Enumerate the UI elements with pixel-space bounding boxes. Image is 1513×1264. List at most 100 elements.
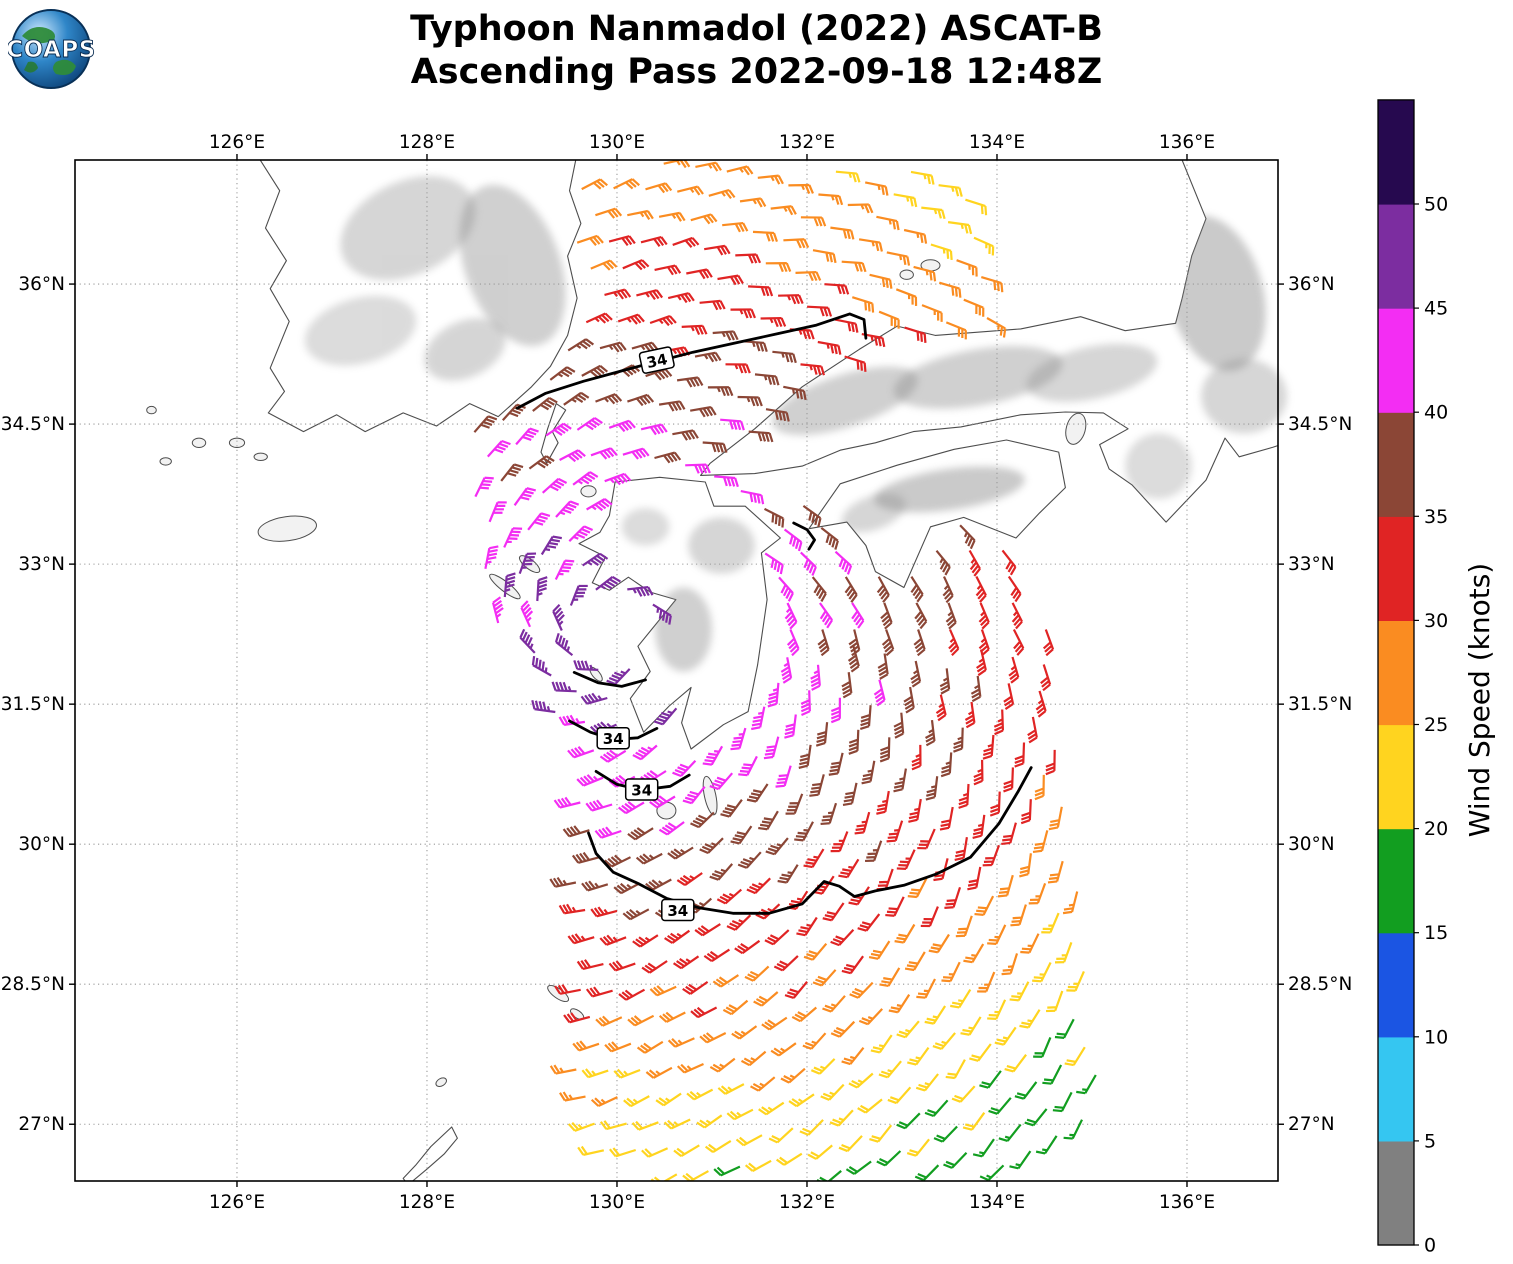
lon-axis-label-top: 128°E: [399, 132, 455, 153]
wind-barb: [549, 876, 577, 888]
colorbar-tick-label: 0: [1424, 1235, 1436, 1257]
wind-barb: [1062, 891, 1079, 915]
island: [191, 437, 207, 448]
wind-barb: [658, 211, 686, 222]
wind-barb: [913, 629, 926, 657]
wind-barb: [1009, 1150, 1032, 1170]
wind-barb: [554, 559, 575, 580]
wind-barb: [939, 668, 951, 695]
wind-barb: [951, 1085, 976, 1103]
wind-barb: [959, 524, 976, 550]
wind-barb: [704, 1139, 732, 1153]
wind-barb: [788, 183, 814, 194]
wind-barb: [518, 552, 537, 574]
wind-barb: [969, 1043, 992, 1062]
wind-barb: [873, 679, 886, 707]
wind-barb: [632, 934, 659, 948]
lon-axis-label-top: 130°E: [589, 132, 645, 153]
lat-axis-label-left: 27°N: [18, 1114, 65, 1135]
wind-barb: [820, 1083, 845, 1101]
wind-barb: [986, 317, 1007, 338]
colorbar-tick-label: 10: [1424, 1026, 1448, 1048]
lon-axis-label-bottom: 132°E: [779, 1192, 835, 1213]
wind-barb: [876, 790, 890, 815]
colorbar-tick-label: 15: [1424, 922, 1448, 944]
wind-barb: [877, 653, 889, 680]
wind-barb: [717, 274, 744, 286]
wind-barb: [655, 1092, 682, 1107]
wind-barb: [686, 268, 713, 280]
wind-barb: [784, 602, 798, 630]
wind-barb: [738, 755, 758, 777]
wind-barb: [876, 215, 900, 231]
wind-barb: [979, 1164, 1005, 1181]
wind-barb: [751, 706, 766, 731]
wind-barb: [1027, 716, 1038, 744]
wind-barb: [770, 205, 797, 216]
wind-barb: [848, 729, 860, 755]
colorbar-tick-label: 45: [1424, 298, 1448, 320]
wind-barb: [764, 507, 785, 528]
lat-axis-label-right: 30°N: [1288, 834, 1335, 855]
wind-barb: [563, 391, 590, 406]
wind-barb: [703, 948, 731, 963]
wind-barb: [1064, 1046, 1086, 1067]
wind-barb: [750, 1076, 776, 1092]
wind-barb: [785, 793, 804, 815]
wind-barb: [783, 528, 803, 552]
lon-axis-label-bottom: 128°E: [399, 1192, 455, 1213]
wind-barb: [730, 727, 747, 751]
lon-axis-label-bottom: 130°E: [589, 1192, 645, 1213]
wind-barb: [641, 960, 668, 974]
terrain-blob: [841, 493, 906, 533]
figure-title: Typhoon Nanmadol (2022) ASCAT-B Ascendin…: [0, 8, 1513, 93]
wind-barb: [1001, 953, 1019, 976]
terrain-blob: [621, 508, 670, 546]
wind-barb: [667, 292, 695, 304]
wind-barb: [906, 1138, 930, 1157]
wind-barb: [830, 226, 855, 240]
wind-barb: [623, 1095, 650, 1108]
wind-barb: [904, 326, 927, 343]
wind-barb: [978, 602, 990, 630]
wind-barb: [474, 476, 494, 498]
wind-barb: [997, 874, 1014, 898]
wind-barb: [486, 439, 511, 458]
coaps-logo: COAPS: [6, 6, 96, 94]
wind-barb: [994, 1026, 1017, 1046]
colorbar-segment: [1378, 1140, 1414, 1246]
terrain-blob: [893, 346, 1063, 409]
terrain-blob: [1201, 358, 1287, 434]
colorbar-segment: [1378, 308, 1414, 413]
wind-barb: [1024, 1108, 1048, 1127]
svg-text:34: 34: [603, 730, 624, 748]
wind-barb: [681, 324, 708, 335]
wind-barb: [775, 1152, 803, 1166]
wind-barb: [740, 490, 765, 505]
wind-barb: [861, 760, 876, 785]
wind-barb: [709, 772, 734, 791]
wind-barb: [810, 1058, 836, 1075]
lat-axis-label-left: 31.5°N: [1, 694, 65, 715]
wind-barb: [758, 810, 779, 831]
wind-barb: [798, 744, 812, 769]
colorbar-segment: [1378, 724, 1414, 830]
wind-barb: [896, 1112, 921, 1130]
wind-barb: [780, 1067, 806, 1084]
wind-barb: [608, 419, 636, 433]
wind-barb: [658, 400, 686, 412]
wind-barb: [847, 203, 874, 214]
wind-barb: [606, 668, 631, 686]
wind-barb: [1054, 1018, 1075, 1039]
wind-barb: [555, 500, 580, 518]
wind-barb: [685, 463, 711, 474]
wind-barb: [532, 396, 558, 412]
wind-barb: [870, 1034, 893, 1054]
wind-barb: [903, 686, 915, 714]
wind-barb: [645, 368, 673, 381]
wind-barb: [947, 221, 973, 235]
logo-text: COAPS: [8, 37, 96, 63]
wind-barb: [924, 1005, 947, 1025]
wind-barb: [613, 1068, 641, 1079]
